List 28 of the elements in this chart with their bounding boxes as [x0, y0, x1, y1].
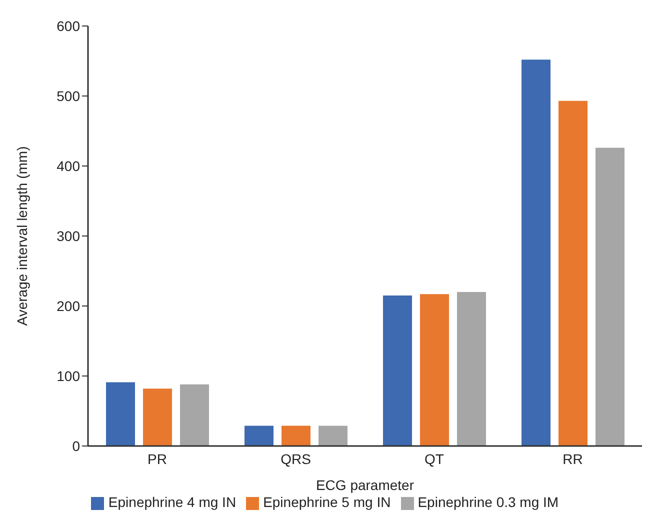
y-axis-title: Average interval length (mm) [14, 146, 30, 326]
x-tick-label: RR [562, 450, 583, 467]
y-tick-label: 200 [56, 298, 80, 314]
x-tick-label: PR [148, 450, 167, 467]
bar [180, 384, 210, 446]
bar [457, 292, 486, 446]
bar [522, 60, 551, 446]
x-axis-title: ECG parameter [316, 477, 414, 493]
bar [318, 426, 348, 446]
bar [420, 294, 450, 446]
legend-label: Epinephrine 4 mg IN [108, 494, 236, 510]
y-tick-label: 300 [56, 228, 80, 244]
y-tick-label: 600 [56, 18, 80, 34]
legend-label: Epinephrine 5 mg IN [263, 494, 391, 510]
bar [106, 382, 136, 446]
bar [244, 426, 274, 446]
x-tick-label: QRS [280, 450, 311, 467]
bar [596, 148, 625, 446]
y-tick-label: 500 [56, 88, 80, 104]
bar [383, 296, 412, 446]
legend-label: Epinephrine 0.3 mg IM [418, 494, 559, 510]
bar [143, 388, 172, 446]
x-tick-label: QT [424, 450, 444, 467]
bar [558, 100, 588, 446]
y-tick-label: 400 [56, 158, 80, 174]
y-tick-label: 0 [72, 438, 80, 454]
y-tick-label: 100 [56, 368, 80, 384]
bar [282, 426, 311, 446]
